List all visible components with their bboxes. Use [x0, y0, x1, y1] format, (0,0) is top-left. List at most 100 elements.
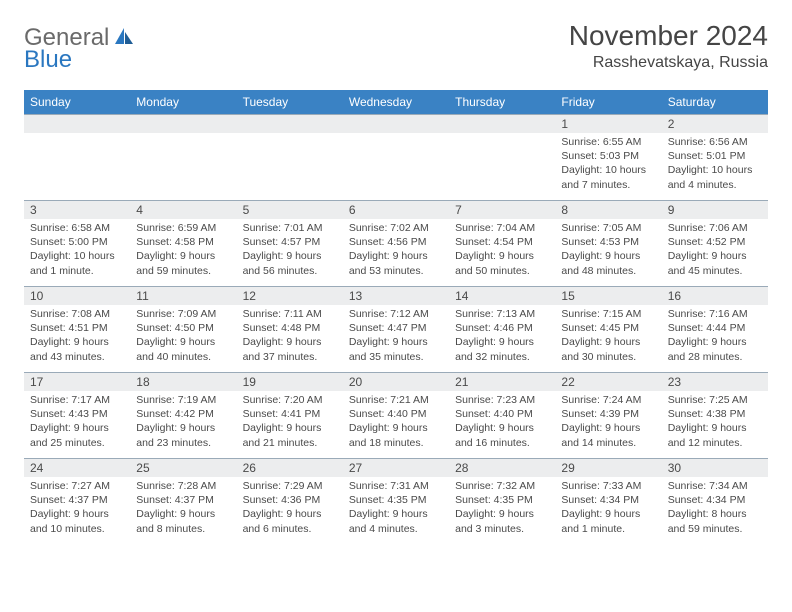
sunrise-text: Sunrise: 6:56 AM — [668, 135, 762, 149]
sunrise-text: Sunrise: 7:28 AM — [136, 479, 230, 493]
sunset-text: Sunset: 4:57 PM — [243, 235, 337, 249]
sunset-text: Sunset: 4:52 PM — [668, 235, 762, 249]
sunset-text: Sunset: 4:47 PM — [349, 321, 443, 335]
day-number-bar: 9 — [662, 201, 768, 219]
calendar-cell: 2Sunrise: 6:56 AMSunset: 5:01 PMDaylight… — [662, 115, 768, 201]
day-content: Sunrise: 7:15 AMSunset: 4:45 PMDaylight:… — [555, 305, 661, 368]
day-number-bar: 15 — [555, 287, 661, 305]
sunrise-text: Sunrise: 7:15 AM — [561, 307, 655, 321]
weekday-header: Monday — [130, 90, 236, 115]
calendar-cell: 21Sunrise: 7:23 AMSunset: 4:40 PMDayligh… — [449, 373, 555, 459]
sunrise-text: Sunrise: 7:11 AM — [243, 307, 337, 321]
calendar-cell: 7Sunrise: 7:04 AMSunset: 4:54 PMDaylight… — [449, 201, 555, 287]
sunrise-text: Sunrise: 6:55 AM — [561, 135, 655, 149]
day-number-bar — [449, 115, 555, 133]
day-content: Sunrise: 7:28 AMSunset: 4:37 PMDaylight:… — [130, 477, 236, 540]
daylight-text: Daylight: 9 hours and 25 minutes. — [30, 421, 124, 449]
logo-sail-icon — [113, 26, 135, 51]
daylight-text: Daylight: 9 hours and 6 minutes. — [243, 507, 337, 535]
day-content: Sunrise: 7:31 AMSunset: 4:35 PMDaylight:… — [343, 477, 449, 540]
sunrise-text: Sunrise: 7:34 AM — [668, 479, 762, 493]
day-number-bar: 1 — [555, 115, 661, 133]
sunset-text: Sunset: 4:51 PM — [30, 321, 124, 335]
daylight-text: Daylight: 9 hours and 35 minutes. — [349, 335, 443, 363]
daylight-text: Daylight: 9 hours and 4 minutes. — [349, 507, 443, 535]
calendar-cell: 15Sunrise: 7:15 AMSunset: 4:45 PMDayligh… — [555, 287, 661, 373]
day-content: Sunrise: 7:25 AMSunset: 4:38 PMDaylight:… — [662, 391, 768, 454]
sunset-text: Sunset: 4:38 PM — [668, 407, 762, 421]
day-content: Sunrise: 7:08 AMSunset: 4:51 PMDaylight:… — [24, 305, 130, 368]
calendar-cell: 13Sunrise: 7:12 AMSunset: 4:47 PMDayligh… — [343, 287, 449, 373]
calendar-row: 10Sunrise: 7:08 AMSunset: 4:51 PMDayligh… — [24, 287, 768, 373]
day-number-bar: 27 — [343, 459, 449, 477]
sunrise-text: Sunrise: 7:20 AM — [243, 393, 337, 407]
day-content: Sunrise: 7:17 AMSunset: 4:43 PMDaylight:… — [24, 391, 130, 454]
day-number-bar: 21 — [449, 373, 555, 391]
sunrise-text: Sunrise: 7:24 AM — [561, 393, 655, 407]
sunrise-text: Sunrise: 7:29 AM — [243, 479, 337, 493]
day-number-bar: 8 — [555, 201, 661, 219]
calendar-cell — [24, 115, 130, 201]
sunrise-text: Sunrise: 7:09 AM — [136, 307, 230, 321]
sunset-text: Sunset: 4:39 PM — [561, 407, 655, 421]
calendar-cell: 22Sunrise: 7:24 AMSunset: 4:39 PMDayligh… — [555, 373, 661, 459]
day-content: Sunrise: 7:09 AMSunset: 4:50 PMDaylight:… — [130, 305, 236, 368]
day-content: Sunrise: 7:02 AMSunset: 4:56 PMDaylight:… — [343, 219, 449, 282]
month-title: November 2024 — [569, 20, 768, 52]
calendar-cell: 27Sunrise: 7:31 AMSunset: 4:35 PMDayligh… — [343, 459, 449, 545]
day-number-bar: 22 — [555, 373, 661, 391]
daylight-text: Daylight: 9 hours and 56 minutes. — [243, 249, 337, 277]
day-number-bar: 12 — [237, 287, 343, 305]
daylight-text: Daylight: 9 hours and 48 minutes. — [561, 249, 655, 277]
sunrise-text: Sunrise: 7:19 AM — [136, 393, 230, 407]
calendar-cell — [130, 115, 236, 201]
day-content: Sunrise: 6:56 AMSunset: 5:01 PMDaylight:… — [662, 133, 768, 196]
calendar-cell: 30Sunrise: 7:34 AMSunset: 4:34 PMDayligh… — [662, 459, 768, 545]
sunrise-text: Sunrise: 7:21 AM — [349, 393, 443, 407]
logo-text-blue: Blue — [24, 46, 72, 74]
day-number-bar — [24, 115, 130, 133]
day-number-bar: 4 — [130, 201, 236, 219]
calendar-cell: 26Sunrise: 7:29 AMSunset: 4:36 PMDayligh… — [237, 459, 343, 545]
sunset-text: Sunset: 4:50 PM — [136, 321, 230, 335]
calendar-cell: 29Sunrise: 7:33 AMSunset: 4:34 PMDayligh… — [555, 459, 661, 545]
sunrise-text: Sunrise: 7:17 AM — [30, 393, 124, 407]
day-content: Sunrise: 7:21 AMSunset: 4:40 PMDaylight:… — [343, 391, 449, 454]
weekday-header: Wednesday — [343, 90, 449, 115]
weekday-header: Tuesday — [237, 90, 343, 115]
sunrise-text: Sunrise: 7:32 AM — [455, 479, 549, 493]
day-content: Sunrise: 7:24 AMSunset: 4:39 PMDaylight:… — [555, 391, 661, 454]
day-content: Sunrise: 7:29 AMSunset: 4:36 PMDaylight:… — [237, 477, 343, 540]
sunset-text: Sunset: 4:37 PM — [136, 493, 230, 507]
daylight-text: Daylight: 9 hours and 21 minutes. — [243, 421, 337, 449]
day-number-bar — [130, 115, 236, 133]
calendar-cell: 10Sunrise: 7:08 AMSunset: 4:51 PMDayligh… — [24, 287, 130, 373]
day-number-bar — [343, 115, 449, 133]
sunset-text: Sunset: 4:41 PM — [243, 407, 337, 421]
calendar-cell: 11Sunrise: 7:09 AMSunset: 4:50 PMDayligh… — [130, 287, 236, 373]
daylight-text: Daylight: 9 hours and 30 minutes. — [561, 335, 655, 363]
day-number-bar: 5 — [237, 201, 343, 219]
weekday-header: Saturday — [662, 90, 768, 115]
day-number-bar: 20 — [343, 373, 449, 391]
day-content: Sunrise: 7:06 AMSunset: 4:52 PMDaylight:… — [662, 219, 768, 282]
daylight-text: Daylight: 9 hours and 59 minutes. — [136, 249, 230, 277]
calendar-cell: 5Sunrise: 7:01 AMSunset: 4:57 PMDaylight… — [237, 201, 343, 287]
sunrise-text: Sunrise: 7:13 AM — [455, 307, 549, 321]
sunrise-text: Sunrise: 6:59 AM — [136, 221, 230, 235]
calendar-cell: 1Sunrise: 6:55 AMSunset: 5:03 PMDaylight… — [555, 115, 661, 201]
daylight-text: Daylight: 9 hours and 43 minutes. — [30, 335, 124, 363]
sunset-text: Sunset: 4:35 PM — [349, 493, 443, 507]
daylight-text: Daylight: 9 hours and 10 minutes. — [30, 507, 124, 535]
day-number-bar: 19 — [237, 373, 343, 391]
daylight-text: Daylight: 9 hours and 3 minutes. — [455, 507, 549, 535]
calendar-head: SundayMondayTuesdayWednesdayThursdayFrid… — [24, 90, 768, 115]
day-content: Sunrise: 7:12 AMSunset: 4:47 PMDaylight:… — [343, 305, 449, 368]
sunset-text: Sunset: 4:42 PM — [136, 407, 230, 421]
day-content: Sunrise: 6:59 AMSunset: 4:58 PMDaylight:… — [130, 219, 236, 282]
calendar-cell: 23Sunrise: 7:25 AMSunset: 4:38 PMDayligh… — [662, 373, 768, 459]
day-number-bar: 14 — [449, 287, 555, 305]
calendar-cell: 6Sunrise: 7:02 AMSunset: 4:56 PMDaylight… — [343, 201, 449, 287]
calendar-row: 3Sunrise: 6:58 AMSunset: 5:00 PMDaylight… — [24, 201, 768, 287]
sunset-text: Sunset: 4:35 PM — [455, 493, 549, 507]
